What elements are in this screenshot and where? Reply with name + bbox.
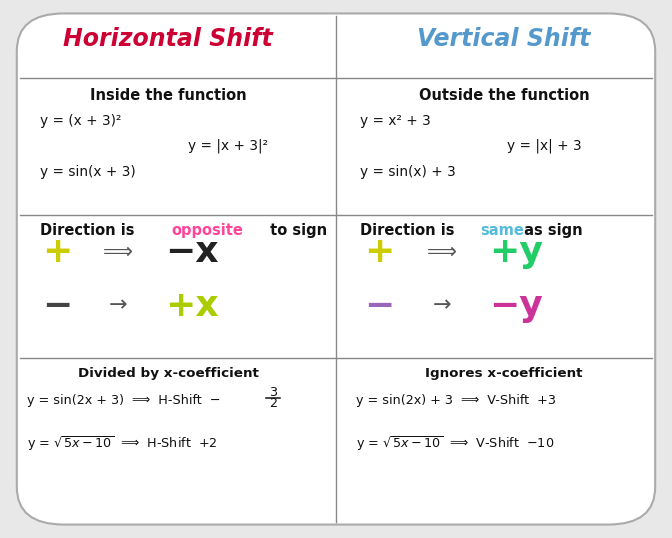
Text: to sign: to sign [265, 223, 327, 238]
Text: y = sin(2x + 3)  ⟹  H-Shift  −: y = sin(2x + 3) ⟹ H-Shift − [27, 394, 220, 407]
Text: Inside the function: Inside the function [89, 88, 247, 103]
Text: opposite: opposite [171, 223, 243, 238]
Text: y = |x| + 3: y = |x| + 3 [507, 138, 582, 152]
Text: y = sin(2x) + 3  ⟹  V-Shift  +3: y = sin(2x) + 3 ⟹ V-Shift +3 [356, 394, 556, 407]
Text: +x: +x [165, 288, 218, 323]
Text: +y: +y [489, 235, 543, 269]
Text: ⟹: ⟹ [103, 242, 132, 262]
FancyBboxPatch shape [17, 13, 655, 525]
Text: y = sin(x + 3): y = sin(x + 3) [40, 165, 136, 179]
Text: Direction is: Direction is [40, 223, 140, 238]
Text: y = (x + 3)²: y = (x + 3)² [40, 114, 122, 128]
Text: y = |x + 3|²: y = |x + 3|² [188, 138, 268, 152]
Text: Outside the function: Outside the function [419, 88, 589, 103]
Text: as sign: as sign [519, 223, 583, 238]
Text: −: − [364, 288, 395, 323]
Text: same: same [480, 223, 524, 238]
Text: y = $\sqrt{5x-10}$  ⟹  H-Shift  +2: y = $\sqrt{5x-10}$ ⟹ H-Shift +2 [27, 435, 218, 453]
Text: −y: −y [489, 288, 543, 323]
Text: Divided by x-coefficient: Divided by x-coefficient [77, 367, 259, 380]
Text: y = x² + 3: y = x² + 3 [360, 114, 430, 128]
Text: −: − [42, 288, 73, 323]
Text: y = sin(x) + 3: y = sin(x) + 3 [360, 165, 455, 179]
Text: Direction is: Direction is [360, 223, 459, 238]
Text: 2: 2 [269, 397, 277, 410]
Text: Vertical Shift: Vertical Shift [417, 27, 591, 51]
Text: +: + [364, 235, 395, 269]
Text: 3: 3 [269, 386, 277, 399]
Text: Horizontal Shift: Horizontal Shift [63, 27, 273, 51]
Text: +: + [42, 235, 73, 269]
Text: −x: −x [165, 235, 218, 269]
Text: y = $\sqrt{5x-10}$  ⟹  V-Shift  −10: y = $\sqrt{5x-10}$ ⟹ V-Shift −10 [356, 435, 554, 453]
Text: →: → [433, 295, 452, 316]
Text: Ignores x-coefficient: Ignores x-coefficient [425, 367, 583, 380]
Text: ⟹: ⟹ [427, 242, 457, 262]
Text: →: → [108, 295, 127, 316]
